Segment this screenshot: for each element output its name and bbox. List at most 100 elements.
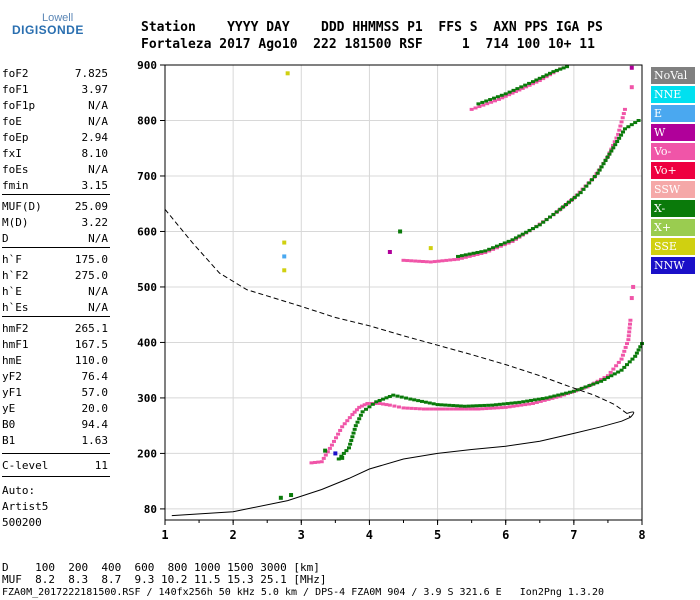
echo-mark-vo <box>312 460 317 464</box>
echo-mark-x <box>595 381 600 385</box>
param-label: h`F <box>2 253 22 266</box>
param-value: 1.63 <box>81 434 109 447</box>
echo-mark-vo <box>420 260 425 264</box>
echo-mark-vo <box>354 408 359 412</box>
echo-mark-vo <box>467 254 472 258</box>
param-label: h`F2 <box>2 269 29 282</box>
echo-mark-x <box>475 250 480 254</box>
echo-mark-x <box>482 403 487 407</box>
param-label: foE <box>2 115 22 128</box>
echo-mark-x <box>349 438 354 442</box>
echo-mark-x <box>609 149 614 153</box>
echo-mark-vo <box>619 120 624 124</box>
param-label: M(D) <box>2 216 29 229</box>
param-value: 3.97 <box>81 83 109 96</box>
echo-mark-vo <box>409 259 414 263</box>
echo-mark-x <box>634 351 639 355</box>
echo-mark-x <box>435 403 440 407</box>
echo-mark-vo <box>530 82 535 86</box>
echo-mark-vo <box>503 405 508 409</box>
echo-mark-vo <box>513 90 518 94</box>
echo-mark-x <box>355 420 360 424</box>
echo-mark-vo <box>440 259 445 263</box>
profile-cusp <box>626 411 635 418</box>
echo-mark-vo <box>359 404 364 408</box>
echo-mark-x <box>480 100 485 104</box>
echo-mark-vo <box>616 360 621 364</box>
echo-mark-x <box>513 401 518 405</box>
echo-mark-x <box>443 403 448 407</box>
echo-mark-x <box>503 92 508 96</box>
echo-mark-x <box>471 251 476 255</box>
echo-mark-vo <box>352 410 357 414</box>
param-label: foF2 <box>2 67 29 80</box>
echo-mark-x <box>591 382 596 386</box>
echo-mark-vo <box>323 453 328 457</box>
echo-mark-vo <box>611 143 616 147</box>
echo-mark-x <box>530 227 535 231</box>
echo-mark-x <box>478 404 483 408</box>
param-separator <box>2 316 110 317</box>
echo-mark-x <box>532 398 537 402</box>
param-value: 11 <box>94 459 108 472</box>
echo-mark-x <box>621 130 626 134</box>
echo-mark-vo <box>316 460 321 464</box>
header-line-2: Fortaleza 2017 Ago10 222 181500 RSF 1 71… <box>141 37 595 52</box>
chart-traces <box>278 65 644 500</box>
echo-mark-x <box>537 223 542 227</box>
echo-mark-vo <box>362 403 367 407</box>
param-label: hmF2 <box>2 322 29 335</box>
echo-mark-x <box>554 68 559 72</box>
echo-mark-vo <box>373 401 378 405</box>
echo-mark-vo <box>417 407 422 411</box>
echo-mark-x <box>548 215 553 219</box>
echo-mark <box>636 118 641 122</box>
echo-mark-x <box>348 442 353 446</box>
auto-scaling-text: Artist5 <box>2 500 49 513</box>
echo-mark-x <box>483 249 488 253</box>
echo-mark-x <box>541 75 546 79</box>
echo-point <box>333 451 338 456</box>
echo-mark-vo <box>429 407 434 411</box>
echo-mark-vo <box>444 258 449 262</box>
echo-mark-vo <box>519 403 524 407</box>
echo-mark-x <box>599 379 604 383</box>
echo-mark-vo <box>357 405 362 409</box>
y-tick-label: 900 <box>137 59 157 72</box>
echo-mark-x <box>515 87 520 91</box>
echo-mark-vo <box>506 241 511 245</box>
echo-mark-vo <box>413 259 418 263</box>
echo-mark-vo <box>542 398 547 402</box>
echo-mark-x <box>523 83 528 87</box>
echo-mark-x <box>336 457 341 461</box>
echo-mark-vo <box>453 407 458 411</box>
echo-mark-x <box>569 198 574 202</box>
echo-mark-vo <box>459 256 464 260</box>
echo-mark-x <box>622 365 627 369</box>
echo-mark-vo <box>417 259 422 263</box>
echo-mark-vo <box>620 353 625 357</box>
echo-mark-x <box>505 402 510 406</box>
logo-lowell: Lowell <box>42 12 74 24</box>
echo-mark-vo <box>472 407 477 411</box>
echo-mark <box>622 107 627 111</box>
echo-mark-x <box>548 71 553 75</box>
echo-mark-x <box>423 400 428 404</box>
echo-mark-vo <box>495 406 500 410</box>
echo-mark-x <box>636 348 641 352</box>
echo-mark-vo <box>491 247 496 251</box>
echo-mark-vo <box>448 258 453 262</box>
footer-muf-row: MUF 8.2 8.3 8.7 9.3 10.2 11.5 15.3 25.1 … <box>2 573 327 586</box>
echo-mark-vo <box>507 405 512 409</box>
echo-mark-vo <box>456 407 461 411</box>
echo-mark-x <box>358 413 363 417</box>
echo-mark-vo <box>626 338 631 342</box>
echo-mark-vo <box>350 413 355 417</box>
param-value: 76.4 <box>81 370 109 383</box>
param-value: N/A <box>88 232 108 245</box>
echo-mark-x <box>506 239 511 243</box>
echo-mark-x <box>511 88 516 92</box>
auto-scaling-text: Auto: <box>2 484 36 497</box>
plot-frame <box>164 64 643 521</box>
echo-mark-x <box>622 127 627 131</box>
